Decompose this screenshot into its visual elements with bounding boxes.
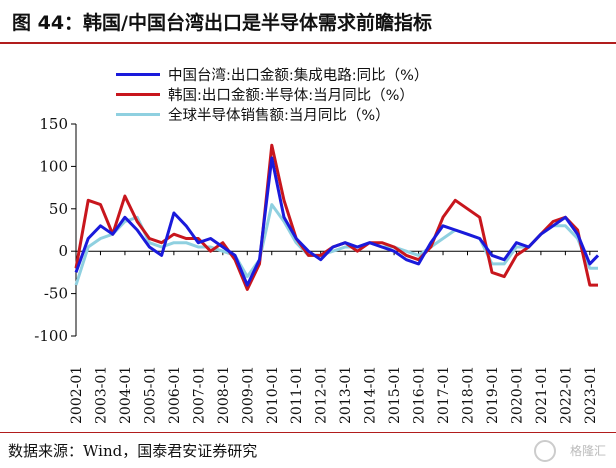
source-divider — [0, 432, 616, 433]
x-tick-label: 2013-01 — [338, 366, 354, 424]
chart-title: 图 44：韩国/中国台湾出口是半导体需求前瞻指标 — [12, 12, 432, 34]
series-line-2 — [74, 143, 598, 291]
y-tick-label: 0 — [58, 242, 68, 260]
legend-item-2: 韩国:出口金额:半导体:当月同比（%） — [116, 84, 428, 104]
x-tick-label: 2011-01 — [289, 366, 305, 424]
legend-item-3: 全球半导体销售额:当月同比（%） — [116, 104, 428, 124]
x-tick-label: 2019-01 — [485, 366, 501, 424]
x-tick-label: 2021-01 — [534, 366, 550, 424]
x-tick-label: 2022-01 — [558, 366, 574, 424]
legend-swatch — [116, 72, 160, 76]
x-tick-label: 2008-01 — [216, 366, 232, 424]
legend-label: 中国台湾:出口金额:集成电路:同比（%） — [168, 67, 429, 84]
x-tick-label: 2009-01 — [240, 366, 256, 424]
x-tick-label: 2006-01 — [167, 366, 183, 424]
title-divider — [0, 42, 616, 44]
legend-label: 韩国:出口金额:半导体:当月同比（%） — [168, 87, 414, 104]
legend-swatch — [116, 112, 160, 116]
legend-item-1: 中国台湾:出口金额:集成电路:同比（%） — [116, 64, 428, 84]
y-tick-label: 100 — [39, 157, 68, 175]
x-tick-label: 2014-01 — [363, 366, 379, 424]
x-tick-label: 2005-01 — [142, 366, 158, 424]
y-tick-label: 150 — [39, 115, 68, 133]
source-note: 数据来源：Wind，国泰君安证券研究 — [8, 442, 258, 460]
title-bar: 图 44：韩国/中国台湾出口是半导体需求前瞻指标 — [0, 0, 616, 40]
y-tick-label: 50 — [49, 200, 68, 218]
legend-swatch — [116, 92, 160, 96]
x-tick-label: 2003-01 — [93, 366, 109, 424]
x-tick-label: 2010-01 — [265, 366, 281, 424]
x-tick-label: 2002-01 — [69, 366, 85, 424]
y-tick-label: -50 — [44, 285, 68, 303]
watermark-circle-icon — [534, 440, 556, 462]
line-chart: -100 -50 0 50 100 150 2002-01 2003-01 2004-01 200… — [34, 115, 600, 424]
x-tick-label: 2016-01 — [412, 366, 428, 424]
watermark-logo: 格隆汇 — [528, 436, 608, 464]
x-tick-label: 2004-01 — [118, 366, 134, 424]
legend-label: 全球半导体销售额:当月同比（%） — [168, 107, 390, 124]
x-tick-label: 2012-01 — [314, 366, 330, 424]
x-tick-label: 2007-01 — [191, 366, 207, 424]
x-tick-label: 2017-01 — [436, 366, 452, 424]
x-tick-label: 2018-01 — [461, 366, 477, 424]
watermark-text: 格隆汇 — [569, 444, 606, 458]
series-line-1 — [74, 156, 600, 287]
x-tick-label: 2023-01 — [583, 366, 599, 424]
x-tick-label: 2020-01 — [509, 366, 525, 424]
y-tick-label: -100 — [34, 327, 68, 345]
x-tick-label: 2015-01 — [387, 366, 403, 424]
chart-legend: 中国台湾:出口金额:集成电路:同比（%） 韩国:出口金额:半导体:当月同比（%） 全… — [116, 64, 428, 124]
